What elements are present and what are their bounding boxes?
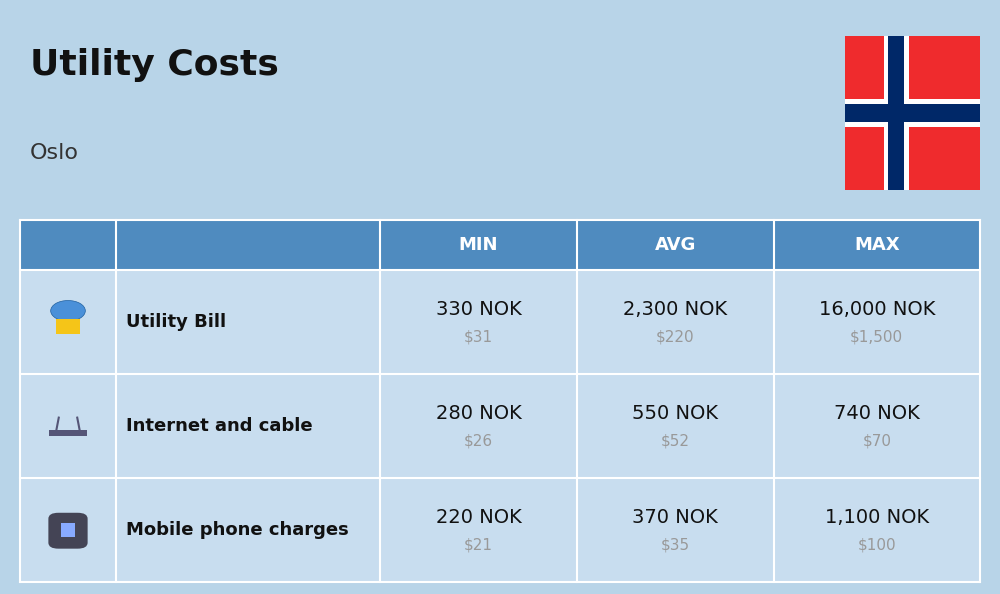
Bar xyxy=(577,270,774,374)
Bar xyxy=(116,374,380,478)
FancyBboxPatch shape xyxy=(48,513,88,549)
Text: 2,300 NOK: 2,300 NOK xyxy=(623,301,727,319)
Bar xyxy=(61,523,75,537)
Text: $52: $52 xyxy=(661,434,690,448)
Bar xyxy=(380,220,577,270)
Text: 330 NOK: 330 NOK xyxy=(436,301,521,319)
Bar xyxy=(20,478,116,582)
Text: Oslo: Oslo xyxy=(30,143,79,163)
Bar xyxy=(116,270,380,374)
Bar xyxy=(116,478,380,582)
Bar xyxy=(888,36,904,190)
Text: $35: $35 xyxy=(661,538,690,552)
Text: 16,000 NOK: 16,000 NOK xyxy=(819,301,935,319)
Bar xyxy=(380,374,577,478)
Bar xyxy=(116,220,380,270)
Text: Utility Costs: Utility Costs xyxy=(30,48,279,81)
Bar xyxy=(884,36,909,190)
Bar xyxy=(577,220,774,270)
Bar xyxy=(20,220,116,270)
FancyBboxPatch shape xyxy=(845,36,980,190)
Bar xyxy=(380,478,577,582)
Text: $100: $100 xyxy=(857,538,896,552)
Bar xyxy=(577,478,774,582)
Text: 740 NOK: 740 NOK xyxy=(834,405,920,423)
Text: $220: $220 xyxy=(656,330,695,345)
Bar xyxy=(845,104,980,122)
Text: $31: $31 xyxy=(464,330,493,345)
Text: AVG: AVG xyxy=(655,236,696,254)
Bar xyxy=(577,374,774,478)
Bar xyxy=(20,270,116,374)
Bar xyxy=(774,270,980,374)
Circle shape xyxy=(51,301,85,321)
Bar xyxy=(845,99,980,127)
Text: $1,500: $1,500 xyxy=(850,330,903,345)
Text: 370 NOK: 370 NOK xyxy=(632,508,718,527)
Text: 550 NOK: 550 NOK xyxy=(632,405,718,423)
Text: MIN: MIN xyxy=(459,236,498,254)
Text: Mobile phone charges: Mobile phone charges xyxy=(126,521,349,539)
Bar xyxy=(56,320,80,334)
Text: $26: $26 xyxy=(464,434,493,448)
Text: Internet and cable: Internet and cable xyxy=(126,417,313,435)
Bar xyxy=(774,478,980,582)
Bar xyxy=(20,374,116,478)
Text: Utility Bill: Utility Bill xyxy=(126,313,226,331)
Bar xyxy=(774,220,980,270)
Bar xyxy=(380,270,577,374)
Text: MAX: MAX xyxy=(854,236,900,254)
Text: 280 NOK: 280 NOK xyxy=(436,405,521,423)
Text: $21: $21 xyxy=(464,538,493,552)
Text: 1,100 NOK: 1,100 NOK xyxy=(825,508,929,527)
Bar xyxy=(774,374,980,478)
Text: 220 NOK: 220 NOK xyxy=(436,508,521,527)
Text: $70: $70 xyxy=(862,434,891,448)
Bar xyxy=(49,429,87,437)
